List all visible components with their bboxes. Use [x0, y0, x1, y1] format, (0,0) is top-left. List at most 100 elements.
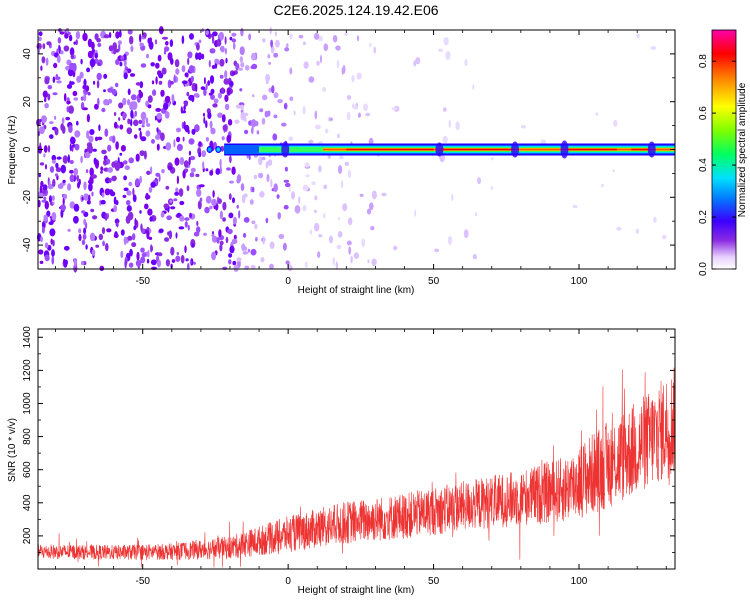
spectrogram-noise-cell	[43, 196, 47, 200]
spectrogram-noise-cell	[291, 192, 296, 196]
spectrogram-noise-cell	[477, 177, 482, 185]
spectrogram-noise-cell	[171, 94, 175, 103]
spectrogram-noise-cell	[118, 117, 121, 121]
spectrogram-noise-cell	[369, 42, 372, 48]
spectrogram-noise-cell	[113, 233, 119, 239]
spectrogram-noise-cell	[340, 180, 344, 189]
spectrogram-noise-cell	[612, 169, 615, 173]
spectrogram-noise-cell	[195, 173, 200, 178]
spectrogram-noise-cell	[135, 259, 142, 267]
spectrogram-noise-cell	[88, 135, 94, 143]
spectrogram-noise-cell	[113, 196, 117, 205]
spectrogram-noise-cell	[139, 210, 142, 214]
spectrogram-noise-cell	[139, 130, 142, 140]
spectrogram-noise-cell	[211, 251, 217, 261]
spectrogram-noise-cell	[490, 186, 493, 190]
spectrogram-noise-cell	[313, 209, 317, 213]
spectrogram-noise-cell	[147, 104, 152, 109]
snr-ticks: -50 0 50 100 200 400 600 800 1000 1200 1400	[22, 326, 675, 587]
spectrogram-noise-cell	[144, 203, 149, 210]
spectrogram-noise-cell	[287, 264, 293, 272]
spectrogram-noise-cell	[74, 130, 81, 138]
spectrogram-noise-cell	[96, 80, 100, 89]
spectrogram-noise-cell	[311, 181, 316, 186]
spectrogram-signal-core	[631, 148, 652, 151]
spectrogram-noise-cell	[75, 31, 81, 40]
spectrogram-noise-cell	[335, 45, 341, 51]
spectrogram-noise-cell	[371, 190, 377, 200]
spectrogram-noise-cell	[131, 242, 137, 248]
spectrogram-noise-cell	[132, 187, 135, 197]
spectrogram-noise-cell	[243, 217, 250, 223]
spectrogram-noise-cell	[356, 35, 360, 42]
spectrogram-noise-cell	[69, 81, 75, 85]
spectrogram-noise-cell	[52, 201, 55, 205]
spectrogram-noise-cell	[248, 33, 252, 41]
spectrogram-noise-cell	[42, 43, 46, 50]
figure-title: C2E6.2025.124.19.42.E06	[273, 2, 439, 18]
spectrogram-noise-cell	[255, 237, 258, 242]
spectrogram-noise-cell	[43, 214, 48, 222]
spectrogram-noise-cell	[139, 175, 143, 184]
spectrogram-noise-cell	[142, 32, 147, 38]
spectrogram-noise-cell	[183, 105, 186, 111]
spectrogram-noise-cell	[188, 65, 195, 73]
spectrogram-noise-cell	[89, 129, 95, 135]
spectrogram-noise-cell	[314, 222, 320, 232]
spectrogram-noise-cell	[308, 76, 315, 83]
spectrogram-noise-cell	[350, 255, 353, 264]
spectrogram-noise-cell	[95, 160, 99, 169]
spectrogram-noise-cell	[219, 74, 224, 79]
spectrogram-noise-cell	[60, 50, 64, 55]
spectrogram-noise-cell	[155, 134, 161, 140]
spectrogram-noise-cell	[266, 110, 271, 117]
spectrogram-noise-cell	[211, 65, 216, 69]
spectrogram-noise-cell	[107, 144, 112, 152]
spectrogram-noise-cell	[171, 259, 176, 263]
spectrogram-noise-cell	[207, 111, 212, 119]
spectrogram-noise-cell	[76, 120, 79, 126]
spectrogram-noise-cell	[224, 47, 227, 55]
spectrogram-noise-cell	[108, 178, 112, 183]
spectrogram-signal-bump	[281, 141, 290, 158]
spectrogram-noise-cell	[196, 220, 199, 227]
spectrogram-noise-cell	[164, 111, 170, 119]
spectrogram-noise-cell	[232, 260, 237, 266]
spectrogram-noise-cell	[69, 174, 75, 183]
spectrogram-noise-cell	[209, 48, 216, 54]
spectrogram-noise-cell	[101, 107, 106, 113]
spectrogram-noise-cell	[252, 94, 255, 98]
spectrogram-noise-cell	[231, 238, 238, 244]
spectrogram-noise-cell	[40, 65, 43, 71]
spectrogram-noise-cell	[63, 193, 67, 200]
spectrogram-noise-cell	[442, 135, 448, 144]
spectrogram-signal-bump	[647, 141, 656, 158]
spectrogram-noise-cell	[274, 31, 277, 37]
spectrogram-noise-cell	[104, 212, 108, 221]
spectrogram-noise-cell	[165, 185, 170, 190]
spectrogram-noise-cell	[232, 42, 236, 50]
spectrogram-noise-cell	[130, 118, 133, 127]
spectrogram-noise-cell	[318, 35, 323, 42]
spectrogram-noise-cell	[215, 168, 221, 175]
spectrogram-noise-cell	[313, 32, 320, 40]
spectrogram-noise-cell	[595, 112, 599, 116]
spectrogram-noise-cell	[73, 203, 80, 212]
spectrogram-noise-cell	[134, 110, 137, 117]
spectrogram-noise-cell	[212, 34, 215, 44]
spectrogram-noise-cell	[99, 265, 105, 271]
spectrogram-noise-cell	[572, 204, 578, 209]
spectrogram-noise-cell	[42, 90, 48, 98]
spectrogram-noise-cell	[45, 164, 47, 170]
spectrogram-noise-cell	[146, 230, 150, 240]
spectrogram-noise-cell	[228, 253, 233, 258]
spectrogram-noise-cell	[281, 122, 287, 127]
spectrogram-noise-cell	[175, 187, 179, 193]
snr-xtick-label: -50	[135, 576, 150, 587]
spectrogram-noise-cell	[86, 67, 91, 73]
colorbar-tick-label: 0.8	[698, 54, 709, 68]
spectrogram-noise-cell	[309, 229, 313, 235]
spectrogram-noise-cell	[324, 128, 329, 134]
spectrogram-noise-cell	[78, 233, 82, 242]
